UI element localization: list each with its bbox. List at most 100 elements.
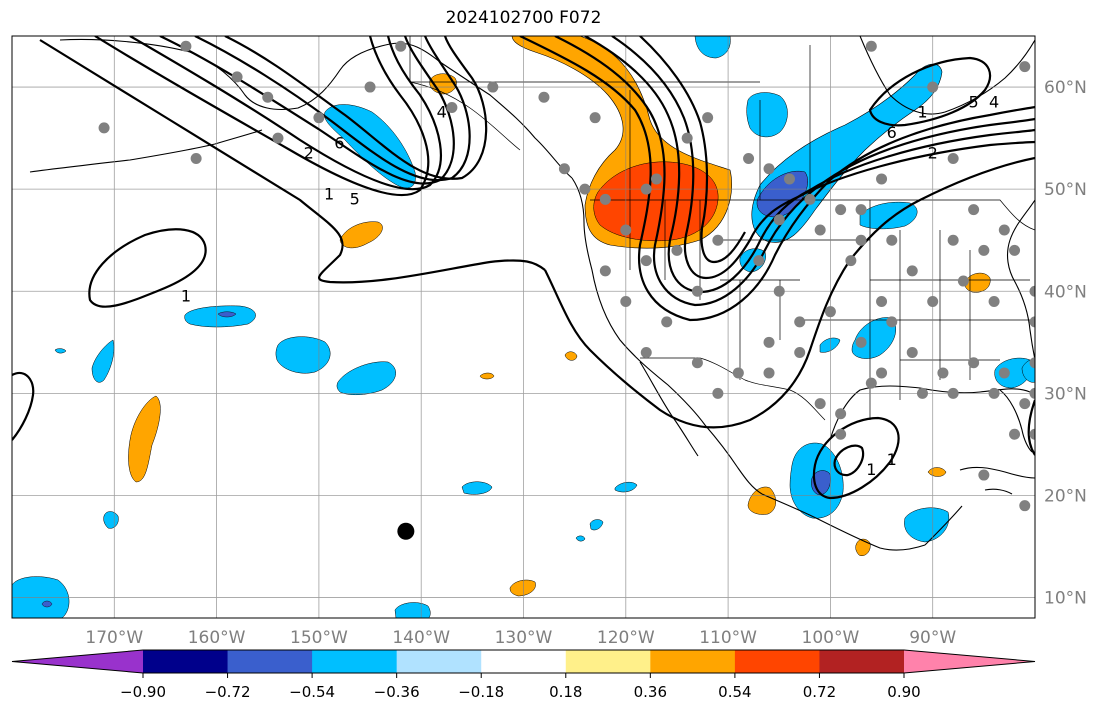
station-dot [998,367,1010,379]
colorbar-tick-labels: −0.90 −0.72 −0.54 −0.36 −0.18 0.18 0.36 0.54 0.7… [120,673,921,701]
lat-tick-label: 30°N [1044,384,1087,404]
station-dot [927,295,939,307]
contour-trough-4 [611,36,1035,280]
station-dot [876,173,888,185]
lon-tick-label: 110°W [699,628,757,648]
colorbar-tick-label: 0.36 [634,683,667,701]
station-dot [313,112,325,124]
colorbar-tick-label: −0.36 [374,683,420,701]
station-dot [743,153,755,165]
station-dot [1029,357,1035,369]
positive-core-red [593,161,719,242]
station-dot [773,214,785,226]
station-dot [620,295,632,307]
positive-anomaly-shading [128,36,991,597]
colorbar-tick-label: 0.72 [803,683,836,701]
station-dot [1009,244,1021,256]
longitude-labels: 170°W 160°W 150°W 140°W 130°W 120°W 110°W 100°W… [85,628,956,648]
colorbar-extend-low [12,650,143,673]
station-dot [691,285,703,297]
coastline-east [1006,199,1035,361]
contour-trough-5 [639,36,746,264]
station-dot [968,357,980,369]
station-dot [947,153,959,165]
lon-tick-label: 90°W [909,628,956,648]
station-dot [855,234,867,246]
colorbar-segment [396,650,482,673]
negative-patch-north-top [694,36,731,59]
negative-anomaly-shading [12,36,1035,618]
height-contours [12,36,1035,500]
station-dot [446,101,458,113]
station-dot [937,367,949,379]
station-dot [1040,245,1051,256]
contour-gulf-low-inner [833,444,865,477]
station-dot [988,387,1000,399]
lat-tick-label: 50°N [1044,180,1087,200]
station-dot [640,347,652,359]
lat-tick-label: 20°N [1044,486,1087,506]
colorbar-segment [312,650,398,673]
colorbar-tick-label: 0.54 [718,683,751,701]
negative-patch-pacific-3 [336,361,396,395]
colorbar [11,649,1036,674]
colorbar-segment [819,650,905,673]
map-title: 2024102700 F072 [445,8,602,28]
lon-tick-label: 140°W [392,628,450,648]
coastline-caribbean [959,466,1035,495]
contour-outer-south [544,156,1035,429]
station-dot [691,357,703,369]
station-dot [487,81,499,93]
station-dot [835,408,847,420]
coastline-west-coast [571,177,763,495]
station-dot [814,224,826,236]
station-dot [763,336,775,348]
negative-patch-midwest [739,248,766,273]
station-dot [886,234,898,246]
station-dot [927,81,939,93]
station-dot [988,295,1000,307]
negative-patch-pacific-9 [589,519,604,531]
contour-label: 1 [866,460,876,479]
colorbar-segment [481,650,567,673]
station-dot [231,71,243,83]
contour-hudson [868,56,992,127]
contour-trough-3 [584,36,1035,294]
station-dot [712,387,724,399]
station-dot [886,316,898,328]
negative-patch-mississippi [851,317,896,359]
positive-patch-south-pacific [509,579,536,597]
station-dot [783,173,795,185]
station-dot [794,347,806,359]
negative-patch-pacific-1 [184,305,256,328]
positive-patch-offshore [339,221,383,249]
lon-tick-label: 120°W [597,628,655,648]
station-dot [998,224,1010,236]
station-dot [558,163,570,175]
station-dot [906,347,918,359]
colorbar-tick-label: 0.90 [887,683,920,701]
colorbar-segment [143,650,229,673]
contour-ridge-outer [39,39,546,284]
station-dot [824,306,836,318]
negative-patch-central-america [904,507,950,543]
station-dot [865,40,877,52]
station-dot [876,367,888,379]
station-dot [262,91,274,103]
station-dot [650,173,662,185]
station-dot [1009,428,1021,440]
station-dot [272,132,284,144]
station-dot [916,387,928,399]
negative-patch-pacific-2 [275,336,331,374]
station-dot [845,255,857,267]
negative-patch-gulf-alaska [324,104,416,189]
station-dot [364,81,376,93]
contour-label: 1 [181,286,191,305]
station-dot [190,153,202,165]
latitude-labels: 60°N 50°N 40°N 30°N 20°N 10°N [1044,78,1087,609]
positive-patch-small-2 [564,351,578,361]
lat-tick-label: 40°N [1044,282,1087,302]
station-dot [855,336,867,348]
station-dot [906,265,918,277]
station-dot [620,224,632,236]
